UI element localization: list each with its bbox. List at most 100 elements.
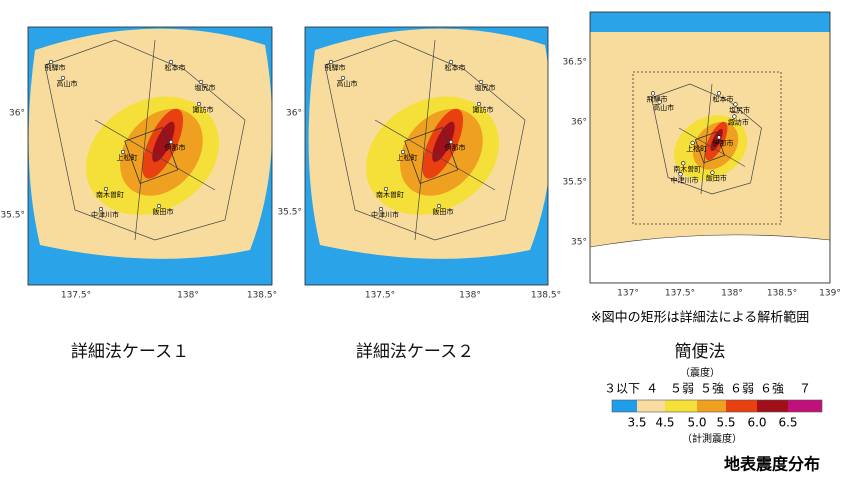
map-frame (304, 26, 549, 286)
place-label: 南木曽町 (96, 190, 124, 199)
place-label: 上松町 (397, 153, 418, 162)
analysis-box (404, 127, 459, 185)
map-caption: 詳細法ケース１ (71, 342, 189, 362)
color-bar-segment (637, 400, 665, 412)
y-axis-label: 35° (571, 238, 587, 248)
place-label: 上松町 (686, 144, 707, 153)
color-bar-segment (788, 400, 822, 412)
legend-class: ６強 (760, 382, 784, 396)
place-label: 諏訪市 (473, 105, 494, 114)
map (305, 27, 548, 285)
legend-class: ４ (646, 382, 658, 396)
color-bar-frame (611, 399, 823, 413)
place-dot (168, 59, 174, 65)
place-label: 飯田市 (433, 207, 454, 216)
place-label: 飯田市 (706, 174, 727, 183)
x-axis-label: 137.5° (61, 291, 91, 301)
place-dot (716, 91, 722, 96)
place-dot (436, 203, 442, 209)
place-label: 中津川市 (91, 210, 119, 219)
color-bar-segment (757, 400, 788, 412)
x-axis-label: 138° (177, 291, 199, 301)
place-dot (732, 114, 737, 119)
x-axis-label: 137.5° (665, 289, 695, 299)
x-axis-label: 139° (819, 289, 841, 299)
place-label: 塩尻市 (729, 105, 750, 114)
map-caption: 簡便法 (675, 342, 726, 362)
int-6u (432, 121, 455, 163)
place-label: 高山市 (653, 103, 674, 112)
place-dot (198, 79, 204, 85)
x-axis-label: 138.5° (531, 291, 561, 301)
border (324, 39, 526, 241)
y-axis-label: 36° (9, 109, 25, 119)
place-dot (650, 91, 656, 96)
place-dot (690, 140, 695, 145)
int-6u (710, 128, 723, 152)
map (590, 12, 830, 283)
legend-class: ５弱 (670, 382, 694, 396)
border (44, 39, 246, 241)
place-dot (60, 75, 66, 81)
place-label: 南木曽町 (673, 164, 701, 173)
place-label: 中津川市 (371, 210, 399, 219)
color-bar-segment (612, 400, 637, 412)
map-caption: 詳細法ケース２ (356, 342, 474, 362)
map (28, 27, 272, 285)
place-dot (98, 206, 104, 212)
place-dot (448, 139, 454, 145)
legend-class: ５強 (700, 382, 724, 396)
legend-value: 4.5 (655, 416, 674, 430)
place-dot (448, 59, 454, 65)
place-label: 塩尻市 (195, 83, 216, 92)
map-frame (589, 11, 831, 284)
legend-class: ６弱 (730, 382, 754, 396)
place-dot (168, 139, 174, 145)
analysis-range (632, 71, 782, 225)
x-axis-label: 137° (617, 289, 639, 299)
place-dot (478, 79, 484, 85)
place-label: 松本市 (445, 63, 466, 72)
legend-class: ７ (799, 382, 811, 396)
place-label: 高山市 (337, 79, 358, 88)
place-label: 飛騨市 (325, 63, 346, 72)
place-dot (340, 75, 346, 81)
place-dot (733, 102, 738, 107)
x-axis-label: 138° (721, 289, 743, 299)
place-label: 飯田市 (153, 207, 174, 216)
place-label: 高山市 (57, 79, 78, 88)
legend-value: 6.5 (778, 416, 797, 430)
place-dot (378, 206, 384, 212)
place-dot (710, 170, 715, 175)
place-dot (716, 135, 722, 140)
place-label: 伊那市 (445, 143, 466, 152)
place-label: 松本市 (713, 94, 734, 103)
place-dot (383, 186, 389, 192)
border (651, 83, 762, 195)
place-dot (681, 161, 686, 166)
place-dot (678, 172, 683, 177)
place-dot (120, 149, 126, 155)
place-label: 飛騨市 (647, 94, 668, 103)
place-label: 諏訪市 (728, 118, 749, 127)
legend-value: 3.5 (627, 416, 646, 430)
color-bar-segment (697, 400, 726, 412)
y-axis-label: 35.5° (277, 208, 302, 218)
legend-class: ３以下 (604, 382, 640, 396)
place-dot (103, 186, 109, 192)
place-label: 南木曽町 (376, 190, 404, 199)
title: 地表震度分布 (724, 455, 820, 474)
place-label: 伊那市 (165, 143, 186, 152)
y-axis-label: 36.5° (562, 58, 587, 68)
place-label: 諏訪市 (193, 105, 214, 114)
place-dot (400, 149, 406, 155)
x-axis-label: 138.5° (767, 289, 797, 299)
x-axis-label: 138° (459, 291, 481, 301)
color-bar-segment (665, 400, 697, 412)
place-dot (156, 203, 162, 209)
analysis-box (694, 131, 726, 164)
place-label: 松本市 (165, 63, 186, 72)
legend-unit: （震度） (680, 366, 720, 379)
legend-value: 5.5 (716, 416, 735, 430)
